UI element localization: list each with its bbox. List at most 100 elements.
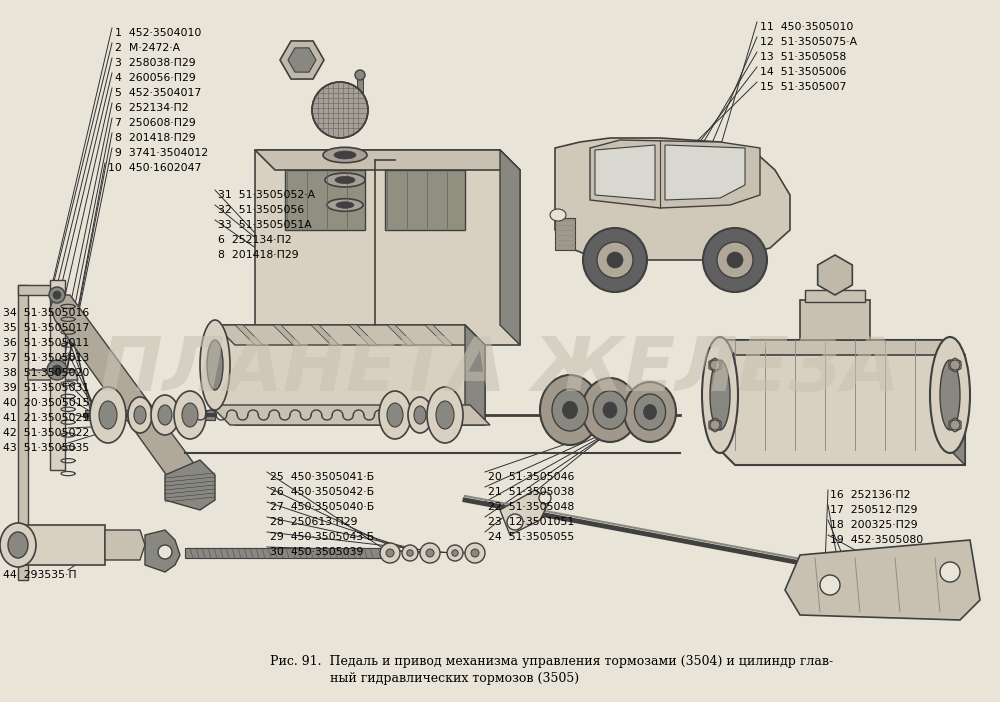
Text: 8  201418·П29: 8 201418·П29	[218, 250, 299, 260]
Ellipse shape	[158, 545, 172, 559]
Ellipse shape	[336, 201, 354, 208]
Ellipse shape	[386, 549, 394, 557]
Ellipse shape	[379, 391, 411, 439]
Text: ПЛАНЕТА ЖЕЛЕЗА: ПЛАНЕТА ЖЕЛЕЗА	[100, 333, 900, 406]
Ellipse shape	[452, 550, 458, 556]
Ellipse shape	[710, 360, 730, 430]
Text: 3  258038·П29: 3 258038·П29	[115, 58, 196, 68]
Polygon shape	[785, 540, 980, 620]
Text: 33  51·3505051A: 33 51·3505051A	[218, 220, 312, 230]
Text: 20  51·3505046: 20 51·3505046	[488, 472, 574, 482]
Polygon shape	[665, 145, 745, 200]
Ellipse shape	[550, 209, 566, 221]
Polygon shape	[280, 41, 324, 79]
Ellipse shape	[465, 543, 485, 563]
Text: 19  452·3505080: 19 452·3505080	[830, 535, 923, 545]
Ellipse shape	[607, 252, 623, 268]
Ellipse shape	[940, 562, 960, 582]
Ellipse shape	[710, 420, 720, 430]
Ellipse shape	[539, 492, 551, 504]
Text: 17  250512·П29: 17 250512·П29	[830, 505, 918, 515]
Ellipse shape	[8, 532, 28, 558]
Polygon shape	[387, 325, 415, 345]
Text: 23  12·3501051: 23 12·3501051	[488, 517, 574, 527]
Ellipse shape	[0, 523, 36, 567]
Text: 16  252136·П2: 16 252136·П2	[830, 490, 910, 500]
Ellipse shape	[312, 82, 368, 138]
Text: 31  51·3505052·A: 31 51·3505052·A	[218, 190, 315, 200]
Text: 21  51·3505038: 21 51·3505038	[488, 487, 574, 497]
Bar	[385, 170, 465, 230]
Text: 11  450·3505010: 11 450·3505010	[760, 22, 853, 32]
Text: 6  252134·П2: 6 252134·П2	[115, 103, 189, 113]
Ellipse shape	[717, 242, 753, 278]
Text: 38  51·3505020: 38 51·3505020	[3, 368, 89, 378]
Ellipse shape	[158, 405, 172, 425]
Text: 7  250608·П29: 7 250608·П29	[115, 118, 196, 128]
Bar	[357, 75, 363, 95]
Polygon shape	[818, 255, 852, 295]
Ellipse shape	[174, 391, 206, 439]
Ellipse shape	[334, 151, 356, 159]
Polygon shape	[500, 150, 520, 345]
Ellipse shape	[134, 406, 146, 424]
Text: 24  51·3505055: 24 51·3505055	[488, 532, 574, 542]
Polygon shape	[425, 325, 453, 345]
Ellipse shape	[414, 406, 426, 424]
Ellipse shape	[182, 403, 198, 427]
Ellipse shape	[583, 228, 647, 292]
Polygon shape	[255, 150, 520, 345]
Text: 18  200325·П29: 18 200325·П29	[830, 520, 918, 530]
Ellipse shape	[930, 337, 970, 453]
Ellipse shape	[387, 403, 403, 427]
Ellipse shape	[207, 340, 223, 390]
Ellipse shape	[128, 397, 152, 433]
Polygon shape	[720, 340, 965, 355]
Ellipse shape	[90, 387, 126, 443]
Text: 5  452·3504017: 5 452·3504017	[115, 88, 201, 98]
Polygon shape	[590, 140, 760, 208]
Ellipse shape	[507, 514, 523, 530]
Bar	[555, 218, 575, 250]
Text: 9  3741·3504012: 9 3741·3504012	[115, 148, 208, 158]
Text: 14  51·3505006: 14 51·3505006	[760, 67, 846, 77]
Text: 1  452·3504010: 1 452·3504010	[115, 28, 201, 38]
Polygon shape	[311, 325, 339, 345]
Ellipse shape	[710, 360, 720, 370]
Text: 10  450·1602047: 10 450·1602047	[108, 163, 201, 173]
Ellipse shape	[603, 402, 617, 418]
Ellipse shape	[540, 375, 600, 445]
Text: 39  51·3505031: 39 51·3505031	[3, 383, 89, 393]
Polygon shape	[105, 530, 145, 560]
Ellipse shape	[420, 543, 440, 563]
Ellipse shape	[99, 401, 117, 429]
Polygon shape	[185, 548, 380, 558]
Polygon shape	[720, 340, 965, 465]
Polygon shape	[165, 460, 215, 510]
Ellipse shape	[436, 401, 454, 429]
Text: 6  252134·П2: 6 252134·П2	[218, 235, 292, 245]
Ellipse shape	[407, 550, 413, 556]
Ellipse shape	[727, 252, 743, 268]
Polygon shape	[18, 285, 55, 295]
Ellipse shape	[327, 199, 363, 211]
Text: 35  51·3505017: 35 51·3505017	[3, 323, 89, 333]
Polygon shape	[28, 370, 78, 380]
Polygon shape	[18, 285, 28, 580]
Ellipse shape	[426, 549, 434, 557]
Polygon shape	[949, 418, 961, 432]
Polygon shape	[210, 405, 490, 425]
Polygon shape	[18, 525, 105, 565]
Text: 41  21·3505029: 41 21·3505029	[3, 413, 89, 423]
Polygon shape	[145, 530, 180, 572]
Ellipse shape	[471, 549, 479, 557]
Bar	[800, 300, 870, 340]
Text: 26  450·3505042·Б: 26 450·3505042·Б	[270, 487, 374, 497]
Text: 22  51·3505048: 22 51·3505048	[488, 502, 574, 512]
Ellipse shape	[335, 176, 355, 184]
Ellipse shape	[323, 147, 367, 163]
Text: 15  51·3505007: 15 51·3505007	[760, 82, 846, 92]
Text: 12  51·3505075·A: 12 51·3505075·A	[760, 37, 857, 47]
Ellipse shape	[950, 420, 960, 430]
Ellipse shape	[47, 360, 67, 380]
